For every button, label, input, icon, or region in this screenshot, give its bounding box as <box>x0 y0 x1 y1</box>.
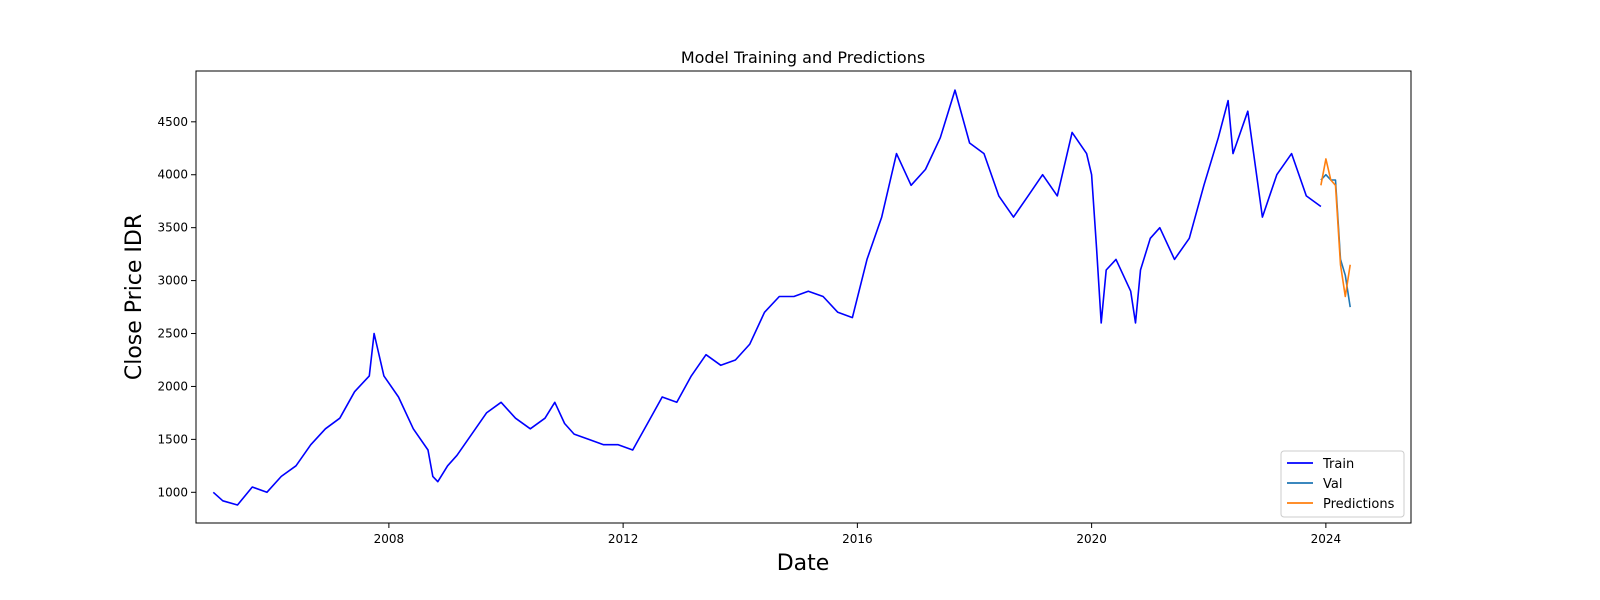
legend-label-predictions: Predictions <box>1323 497 1395 512</box>
legend-box <box>1280 450 1405 518</box>
y-tick-label: 2500 <box>157 327 188 341</box>
y-axis: 1000 1500 2000 2500 3000 3500 4000 4500 <box>157 115 196 499</box>
y-tick-label: 2000 <box>157 379 188 393</box>
y-tick-label: 3000 <box>157 274 188 288</box>
legend-label-val: Val <box>1323 477 1342 492</box>
x-tick-label: 2012 <box>608 532 639 546</box>
x-tick-label: 2016 <box>842 532 873 546</box>
x-tick-label: 2020 <box>1076 532 1107 546</box>
series-line-predictions <box>1320 158 1351 298</box>
series-line-train <box>212 89 1322 506</box>
y-tick-label: 1000 <box>157 485 188 499</box>
chart-title: Model Training and Predictions <box>681 48 925 67</box>
x-tick-label: 2024 <box>1311 532 1342 546</box>
y-tick-label: 3500 <box>157 221 188 235</box>
series-line-val <box>1320 173 1351 308</box>
x-axis: 2008 2012 2016 2020 2024 <box>374 523 1342 546</box>
y-tick-label: 4500 <box>157 115 188 129</box>
y-tick-label: 4000 <box>157 168 188 182</box>
legend: Train Val Predictions <box>1280 450 1405 518</box>
x-axis-label: Date <box>777 551 830 576</box>
x-tick-label: 2008 <box>374 532 405 546</box>
plot-frame <box>195 70 1412 524</box>
legend-label-train: Train <box>1322 457 1354 472</box>
y-tick-label: 1500 <box>157 432 188 446</box>
plot-area <box>212 89 1351 506</box>
y-axis-label: Close Price IDR <box>122 214 147 380</box>
